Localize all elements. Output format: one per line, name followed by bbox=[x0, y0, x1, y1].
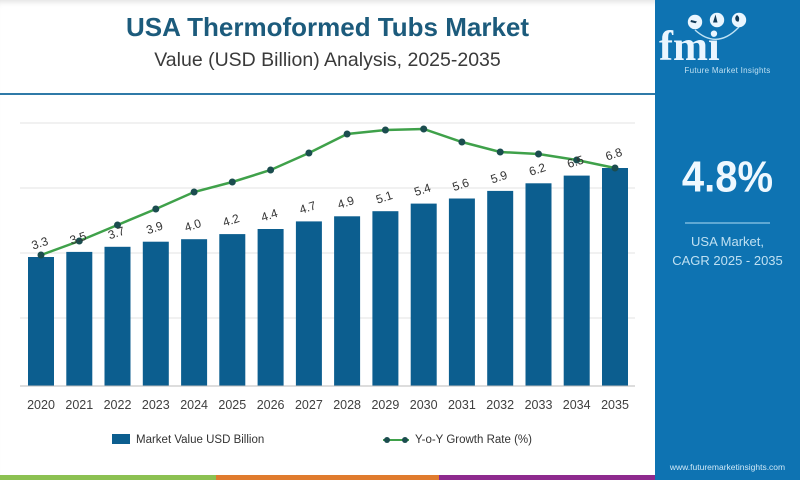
svg-text:5.9: 5.9 bbox=[489, 168, 510, 187]
svg-text:2028: 2028 bbox=[333, 398, 361, 412]
svg-text:4.0: 4.0 bbox=[183, 216, 204, 235]
svg-text:2024: 2024 bbox=[180, 398, 208, 412]
svg-text:6.5: 6.5 bbox=[565, 152, 586, 171]
svg-text:3.9: 3.9 bbox=[144, 219, 165, 238]
svg-text:4.4: 4.4 bbox=[259, 206, 280, 225]
svg-text:2035: 2035 bbox=[601, 398, 629, 412]
svg-text:fmi: fmi bbox=[659, 24, 720, 68]
svg-text:4.9: 4.9 bbox=[336, 193, 357, 212]
svg-text:3.3: 3.3 bbox=[30, 234, 51, 253]
svg-text:6.2: 6.2 bbox=[527, 160, 548, 179]
svg-text:2021: 2021 bbox=[65, 398, 93, 412]
svg-text:2034: 2034 bbox=[563, 398, 591, 412]
svg-text:5.4: 5.4 bbox=[412, 180, 433, 199]
svg-text:2032: 2032 bbox=[486, 398, 514, 412]
svg-text:2022: 2022 bbox=[104, 398, 132, 412]
svg-text:4.7: 4.7 bbox=[298, 198, 319, 217]
svg-text:2031: 2031 bbox=[448, 398, 476, 412]
svg-text:2023: 2023 bbox=[142, 398, 170, 412]
svg-text:6.8: 6.8 bbox=[604, 145, 625, 164]
svg-text:2025: 2025 bbox=[218, 398, 246, 412]
svg-text:2029: 2029 bbox=[371, 398, 399, 412]
svg-text:3.5: 3.5 bbox=[68, 229, 89, 248]
svg-text:2030: 2030 bbox=[410, 398, 438, 412]
svg-text:2033: 2033 bbox=[525, 398, 553, 412]
svg-text:3.7: 3.7 bbox=[106, 224, 127, 243]
svg-text:4.2: 4.2 bbox=[221, 211, 242, 230]
svg-text:5.1: 5.1 bbox=[374, 188, 395, 207]
svg-text:2027: 2027 bbox=[295, 398, 323, 412]
svg-text:2026: 2026 bbox=[257, 398, 285, 412]
svg-text:2020: 2020 bbox=[27, 398, 55, 412]
svg-text:5.6: 5.6 bbox=[451, 175, 472, 194]
